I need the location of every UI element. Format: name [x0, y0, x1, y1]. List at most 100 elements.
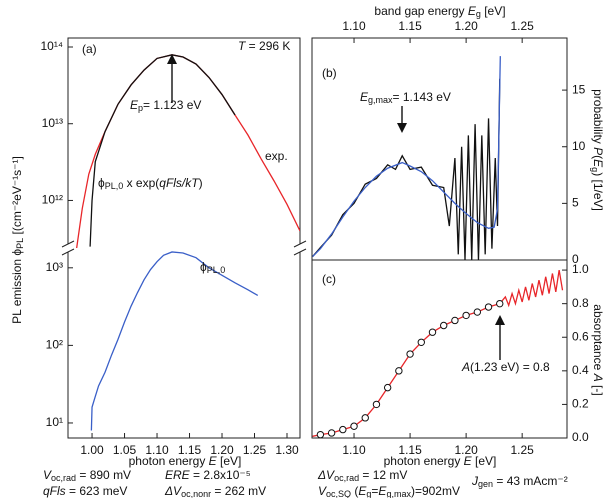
text-part: P	[591, 147, 605, 155]
text-part: ΔV	[164, 484, 182, 498]
text-part: g,max	[386, 489, 411, 498]
y-tick-label: 0.2	[572, 397, 589, 411]
y-tick-label: 10¹³	[42, 116, 63, 130]
y-tick-label: 15	[572, 82, 586, 96]
text-part: oc,SQ	[326, 489, 351, 498]
y-axis-label: probability P(Eg) [1/eV]	[590, 89, 605, 211]
series-line	[312, 269, 564, 437]
text-part: = 890 mV	[76, 468, 131, 482]
x-axis-label: photon energy E [eV]	[129, 454, 242, 468]
text-part: g	[366, 489, 371, 498]
footer-note: Voc,SQ (Eg=Eg,max)=902mV	[318, 484, 460, 498]
text-part: [eV]	[472, 454, 497, 468]
x-axis-label: photon energy E [eV]	[384, 454, 497, 468]
arrow-head	[495, 315, 505, 325]
break-mark	[293, 248, 307, 256]
text-part: oc,nonr	[181, 489, 211, 498]
y-tick-label: 10³	[46, 260, 63, 274]
text-part: (b)	[322, 66, 337, 80]
text-part: = 1.123 eV	[143, 98, 201, 112]
break-mark	[61, 248, 75, 256]
text-part: g	[476, 9, 481, 19]
footer-note: qFls = 623 meV	[43, 484, 127, 498]
text-part: g	[590, 167, 600, 172]
text-part: absorptance	[591, 304, 605, 373]
annotation: ϕPL,0 x exp(qFls/kT)	[98, 176, 203, 191]
marker	[473, 308, 482, 316]
text-part: = 296 K	[245, 39, 290, 53]
text-part: = 12 mV	[359, 468, 407, 482]
x-tick-label: 1.15	[178, 443, 202, 457]
x-tick-label: 1.10	[145, 443, 169, 457]
x-tick-label: 1.10	[342, 443, 366, 457]
text-part: oc,rad	[334, 473, 359, 483]
x-tick-label: 1.25	[243, 443, 267, 457]
x-tick-label: 1.15	[398, 443, 422, 457]
marker	[350, 422, 358, 430]
text-part: p	[138, 103, 143, 113]
text-part: band gap energy	[374, 4, 467, 18]
annotation: T = 296 K	[238, 39, 290, 53]
text-part: E	[358, 484, 367, 498]
y-axis-label: PL emission ϕPL [(cm⁻²eV⁻¹s⁻¹]	[10, 156, 25, 324]
text-part: ERE	[165, 468, 191, 482]
footer-note: ΔVoc,rad = 12 mV	[317, 468, 407, 483]
marker	[496, 299, 504, 308]
y-tick-label: 0.8	[572, 296, 589, 310]
text-part: ϕ	[200, 260, 207, 274]
arrows	[167, 54, 505, 360]
text-part: PL	[15, 238, 25, 249]
text-part: = 2.8x10⁻⁵	[190, 468, 251, 482]
text-part: g,max	[368, 95, 393, 105]
text-part: = 43 mAcm⁻²	[493, 474, 568, 488]
x-tick-label: 1.25	[510, 443, 534, 457]
text-part: J	[471, 474, 479, 488]
text-part: (	[351, 484, 358, 498]
break-gap	[294, 244, 306, 252]
text-part: photon energy	[129, 454, 209, 468]
x-tick-label: 1.20	[454, 443, 478, 457]
panel-b-frame	[311, 37, 568, 261]
annotation: exp.	[265, 149, 288, 163]
text-part: oc,rad	[51, 473, 76, 483]
y-axis-label: absorptance A [-]	[591, 304, 605, 395]
text-part: photon energy	[384, 454, 464, 468]
break-mark	[293, 240, 307, 248]
x-tick-label: 1.10	[342, 19, 366, 33]
axis-break	[61, 240, 307, 256]
text-part: [eV]	[481, 4, 506, 18]
text-part: qFls/kT	[159, 176, 200, 190]
x-tick-label: 1.30	[275, 443, 299, 457]
text-part: A	[461, 360, 470, 374]
arrow-head	[167, 54, 177, 64]
annotation: (a)	[82, 42, 97, 56]
text-part: A	[591, 373, 605, 382]
footer-note: Jgen = 43 mAcm⁻²	[471, 474, 568, 489]
annotation: (c)	[322, 272, 336, 286]
marker	[451, 316, 459, 325]
arrow-head	[397, 123, 407, 133]
text-part: V	[318, 484, 327, 498]
y-tick-label: 10²	[46, 338, 63, 352]
annotation: ϕPL,0	[200, 260, 225, 275]
marker	[395, 367, 403, 375]
y-tick-label: 1.0	[572, 262, 589, 276]
text-part: PL,0	[207, 265, 226, 275]
text-part: E	[378, 484, 387, 498]
y-tick-label: 10¹	[46, 415, 63, 429]
text-part: E	[591, 159, 605, 168]
text-part: T	[238, 39, 247, 53]
footer-note: Voc,rad = 890 mV	[43, 468, 131, 483]
y-tick-label: 0.4	[572, 363, 589, 377]
break-gap	[62, 244, 74, 252]
y-tick-label: 5	[572, 196, 579, 210]
frames	[67, 37, 568, 439]
y-tick-label: 10¹²	[42, 193, 63, 207]
text-part: probability	[591, 89, 605, 147]
annotation: A(1.23 eV) = 0.8	[461, 360, 550, 374]
y-tick-label: 10¹⁴	[41, 39, 64, 53]
y-tick-label: 0.6	[572, 329, 589, 343]
text-part: PL,0	[105, 181, 124, 191]
marker	[339, 425, 347, 434]
marker	[417, 338, 425, 346]
